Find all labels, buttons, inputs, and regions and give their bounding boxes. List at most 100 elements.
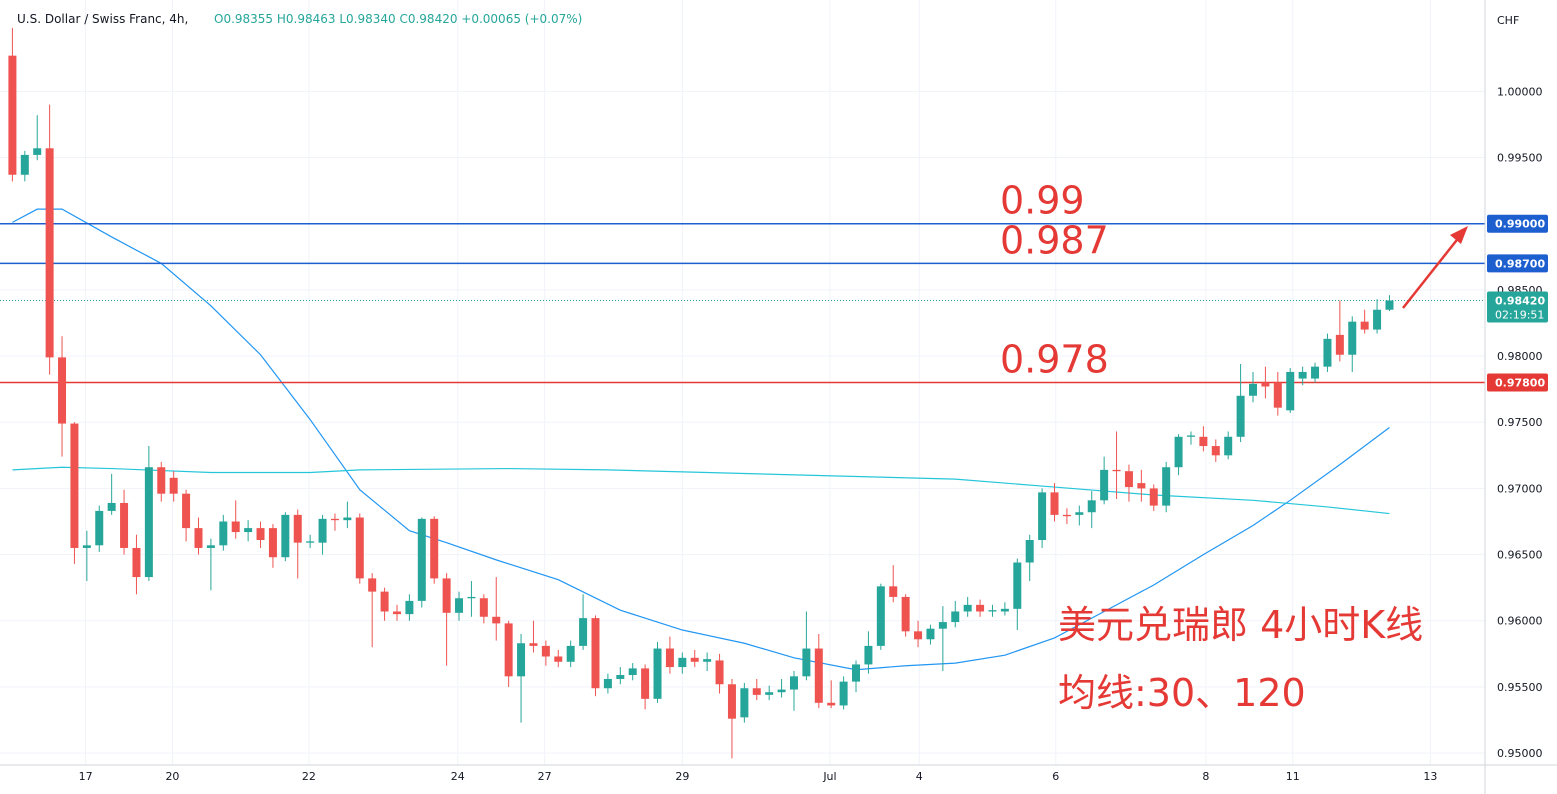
x-tick-label: 4: [916, 770, 923, 783]
candle-body: [554, 656, 563, 662]
candle-body: [827, 702, 836, 706]
candle-layer: [8, 27, 1394, 759]
candle-body: [392, 611, 401, 615]
candle-body: [1311, 366, 1320, 379]
candle-body: [1224, 436, 1233, 456]
annotation: 美元兑瑞郎 4小时K线: [1058, 603, 1423, 647]
candle-body: [293, 514, 302, 543]
candle-body: [268, 528, 277, 558]
level-price-box: [1487, 214, 1548, 233]
candle-body: [1038, 492, 1047, 541]
level-price-label: 0.99000: [1495, 218, 1545, 231]
candle-body: [951, 611, 960, 623]
candle-body: [430, 518, 439, 579]
candle-body: [107, 502, 116, 511]
candle-body: [876, 586, 885, 646]
candle-body: [653, 648, 662, 699]
candle-body: [70, 423, 79, 548]
candle-body: [281, 514, 290, 558]
candle-body: [1124, 471, 1133, 488]
candle-body: [194, 528, 203, 548]
x-tick-label: 13: [1423, 770, 1437, 783]
candle-body: [1186, 435, 1195, 437]
candle-body: [1273, 382, 1282, 408]
candle-body: [368, 578, 377, 592]
candle-body: [603, 678, 612, 689]
x-tick-label: 29: [675, 770, 689, 783]
candle-body: [492, 616, 501, 624]
level-price-label: 0.98700: [1495, 257, 1545, 270]
candle-body: [976, 604, 985, 612]
candle-body: [405, 600, 414, 615]
currency-label: CHF: [1497, 14, 1519, 27]
level-price-box: [1487, 254, 1548, 273]
candle-body: [20, 154, 29, 175]
moving-average-line: [12, 208, 1390, 671]
candle-body: [1137, 483, 1146, 489]
candle-body: [1075, 512, 1084, 515]
candle-body: [814, 648, 823, 703]
candle-body: [58, 357, 67, 424]
x-tick-label: 17: [79, 770, 93, 783]
candle-body: [665, 648, 674, 668]
candle-body: [641, 668, 650, 699]
candle-body: [752, 688, 761, 695]
candle-body: [703, 659, 712, 662]
candle-body: [1286, 371, 1295, 411]
candle-body: [157, 467, 166, 494]
candle-body: [1373, 309, 1382, 330]
y-tick-label: 0.96000: [1497, 615, 1543, 628]
candle-body: [182, 493, 191, 529]
candle-body: [144, 467, 153, 578]
level-price-box: [1487, 373, 1548, 392]
candle-body: [1062, 514, 1071, 517]
candle-body: [306, 541, 315, 543]
y-tick-label: 1.00000: [1497, 85, 1543, 98]
candle-body: [839, 681, 848, 706]
candle-body: [45, 148, 54, 358]
candle-body: [206, 545, 215, 548]
candle-body: [417, 518, 426, 601]
x-tick-label: 20: [165, 770, 179, 783]
candle-body: [765, 692, 774, 695]
candle-body: [256, 528, 265, 541]
annotation: 均线:30、120: [1058, 671, 1306, 715]
y-tick-label: 0.98000: [1497, 350, 1543, 363]
candle-body: [690, 657, 699, 662]
candle-body: [852, 664, 861, 682]
candle-body: [727, 684, 736, 719]
candle-body: [517, 643, 526, 677]
candle-body: [529, 643, 538, 646]
candle-body: [1360, 321, 1369, 330]
y-tick-label: 0.96500: [1497, 549, 1543, 562]
candle-body: [914, 631, 923, 640]
candle-body: [591, 618, 600, 689]
candle-body: [1348, 321, 1357, 355]
candle-body: [802, 648, 811, 677]
chart-title: U.S. Dollar / Swiss Franc, 4h,: [17, 12, 188, 26]
candle-body: [789, 676, 798, 690]
candle-body: [1249, 383, 1258, 396]
level-annotation: 0.987: [1000, 218, 1109, 262]
label-layer: 0.95000 0.95500 0.96000 0.96500 0.97000 0.975…: [79, 85, 1548, 783]
level-price-label: 0.97800: [1495, 377, 1545, 390]
candle-body: [479, 598, 488, 617]
candle-body: [330, 518, 339, 521]
x-tick-label: 27: [538, 770, 552, 783]
candle-body: [169, 477, 178, 494]
candle-body: [1298, 371, 1307, 379]
arrow-shaft: [1402, 235, 1461, 309]
candle-body: [1112, 469, 1121, 472]
x-tick-label: Jul: [822, 770, 836, 783]
candle-body: [938, 622, 947, 629]
y-tick-label: 0.99500: [1497, 152, 1543, 165]
candle-body: [82, 545, 91, 548]
last-price-box: [1487, 291, 1548, 323]
candle-body: [963, 604, 972, 612]
candle-body: [678, 657, 687, 668]
candle-body: [715, 660, 724, 685]
candle-body: [1199, 436, 1208, 447]
level-annotation: 0.978: [1000, 338, 1109, 382]
